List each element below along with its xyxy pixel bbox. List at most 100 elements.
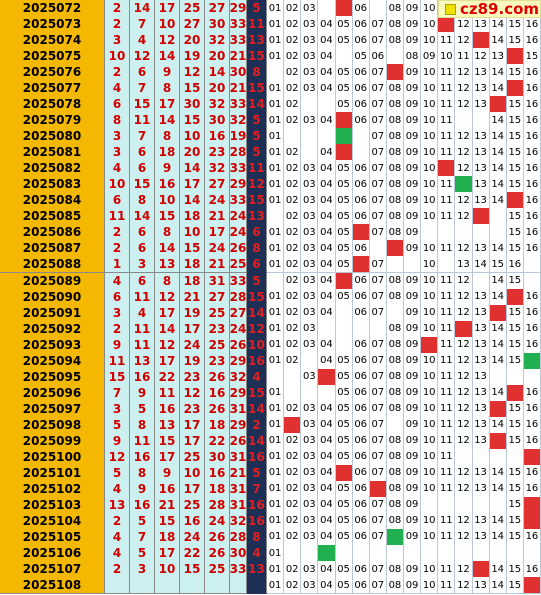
trend-cell: 15 xyxy=(506,16,524,34)
trend-cell xyxy=(472,112,490,130)
red-ball-cell: 11 xyxy=(130,112,155,130)
trend-cell: 12 xyxy=(455,80,473,98)
trend-cell: 05 xyxy=(335,16,353,34)
red-ball-cell: 6 xyxy=(130,160,155,178)
trend-cell: 11 xyxy=(438,432,456,450)
red-ball-cell: 11 xyxy=(130,288,155,306)
trend-cell: 05 xyxy=(335,400,353,418)
trend-cell: 08 xyxy=(386,512,404,530)
trend-cell: 04 xyxy=(318,176,336,194)
red-ball-cell: 2 xyxy=(105,0,130,17)
trend-hit-cell xyxy=(335,128,353,146)
trend-cell: 15 xyxy=(506,577,524,595)
trend-cell: 09 xyxy=(404,336,422,354)
trend-cell xyxy=(267,368,285,386)
trend-cell xyxy=(284,368,302,386)
red-ball-cell: 8 xyxy=(155,80,180,98)
trend-cell: 02 xyxy=(284,192,302,210)
trend-cell: 11 xyxy=(438,512,456,530)
red-ball-cell: 8 xyxy=(105,112,130,130)
trend-cell: 04 xyxy=(318,32,336,50)
blue-ball-cell: 5 xyxy=(247,144,267,162)
period-cell: 2025106 xyxy=(0,545,105,563)
trend-cell: 08 xyxy=(386,176,404,194)
blue-ball-cell: 11 xyxy=(247,16,267,34)
trend-cell: 04 xyxy=(318,144,336,162)
blue-ball-cell: 7 xyxy=(247,480,267,498)
trend-cell: 14 xyxy=(489,160,507,178)
table-row: 2025077 4 7 8 15 20 21 15 01 02 03 04 05 06 07 08 09 10 11… xyxy=(0,80,541,98)
trend-hit-cell: 05 xyxy=(335,112,353,130)
trend-cell: 02 xyxy=(284,80,302,98)
trend-cell: 15 xyxy=(506,272,524,290)
trend-cell: 02 xyxy=(284,272,302,290)
red-ball-cell: 16 xyxy=(180,512,205,530)
red-ball-cell: 15 xyxy=(180,112,205,130)
trend-cell: 10 xyxy=(421,400,439,418)
red-ball-cell: 30 xyxy=(229,64,247,82)
trend-cell: 11 xyxy=(438,96,456,114)
trend-cell: 09 xyxy=(404,80,422,98)
red-ball-cell: 2 xyxy=(105,16,130,34)
trend-cell: 09 xyxy=(404,320,422,338)
trend-cell xyxy=(455,496,473,514)
red-ball-cell: 2 xyxy=(105,64,130,82)
red-ball-cell: 24 xyxy=(205,512,230,530)
trend-hit-cell: 07 xyxy=(369,480,387,498)
trend-cell: 03 xyxy=(301,48,319,66)
red-ball-cell: 14 xyxy=(155,320,180,338)
trend-cell: 08 xyxy=(386,288,404,306)
trend-cell: 07 xyxy=(369,432,387,450)
red-ball-cell: 25 xyxy=(229,256,247,274)
period-cell: 2025073 xyxy=(0,16,105,34)
trend-cell: 14 xyxy=(489,512,507,530)
trend-cell: 06 xyxy=(352,176,370,194)
trend-hit-cell: 08 xyxy=(386,64,404,82)
trend-hit-cell: 10 xyxy=(421,336,439,354)
trend-cell: 15 xyxy=(506,64,524,82)
red-ball-cell: 16 xyxy=(205,384,230,402)
trend-cell: 12 xyxy=(455,304,473,322)
trend-cell: 02 xyxy=(284,96,302,114)
trend-cell: 11 xyxy=(438,64,456,82)
trend-cell: 01 xyxy=(267,224,285,242)
table-row: 2025104 2 5 15 16 24 32 16 01 02 03 04 05 06 07 08 09 10 1… xyxy=(0,512,541,531)
trend-cell: 14 xyxy=(489,128,507,146)
trend-cell: 16 xyxy=(523,528,541,546)
trend-cell: 07 xyxy=(369,288,387,306)
trend-cell: 02 xyxy=(284,336,302,354)
red-ball-cell: 5 xyxy=(130,400,155,418)
trend-hit-cell: 16 xyxy=(523,512,541,530)
trend-cell: 06 xyxy=(352,561,370,579)
red-ball-cell: 21 xyxy=(155,496,180,514)
trend-cell: 09 xyxy=(404,561,422,579)
trend-cell: 06 xyxy=(352,352,370,370)
red-ball-cell: 14 xyxy=(155,240,180,258)
trend-cell: 13 xyxy=(472,240,490,258)
trend-cell: 09 xyxy=(404,512,422,530)
trend-cell xyxy=(523,256,541,274)
trend-cell: 04 xyxy=(318,64,336,82)
trend-cell: 02 xyxy=(284,448,302,466)
trend-cell: 03 xyxy=(301,400,319,418)
trend-cell: 13 xyxy=(472,432,490,450)
trend-cell: 02 xyxy=(284,304,302,322)
trend-cell: 07 xyxy=(369,112,387,130)
red-ball-cell: 3 xyxy=(105,128,130,146)
trend-cell: 05 xyxy=(335,208,353,226)
site-logo[interactable]: cz89.com xyxy=(438,0,541,18)
red-ball-cell: 16 xyxy=(155,400,180,418)
red-ball-cell: 29 xyxy=(229,176,247,194)
trend-cell: 03 xyxy=(301,64,319,82)
period-cell: 2025105 xyxy=(0,528,105,546)
trend-cell: 14 xyxy=(489,32,507,50)
red-ball-cell: 23 xyxy=(205,352,230,370)
trend-cell: 04 xyxy=(318,432,336,450)
trend-cell: 16 xyxy=(523,144,541,162)
trend-cell: 12 xyxy=(455,512,473,530)
trend-cell: 09 xyxy=(404,32,422,50)
trend-cell: 07 xyxy=(369,384,387,402)
trend-cell: 04 xyxy=(318,512,336,530)
trend-cell xyxy=(506,368,524,386)
trend-cell: 10 xyxy=(421,416,439,434)
